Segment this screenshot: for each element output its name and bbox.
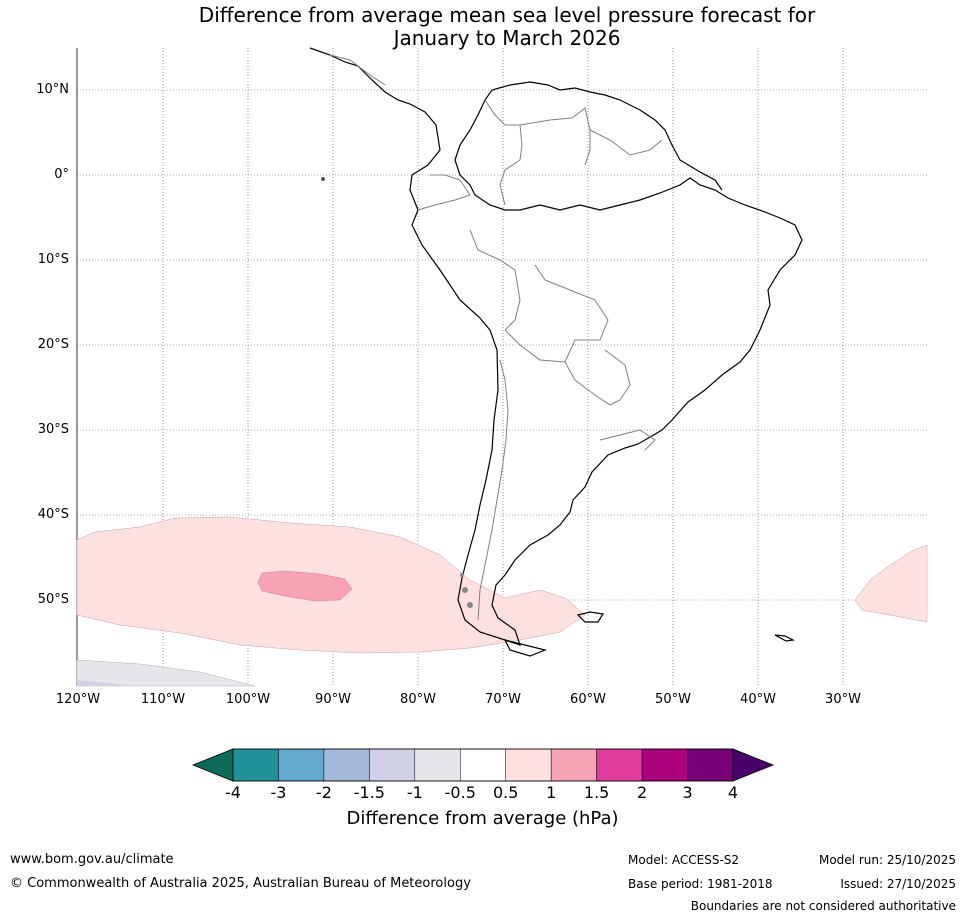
colorbar-bin (505, 748, 552, 782)
anomaly-region-pink-east (854, 544, 928, 623)
colorbar-bin (278, 748, 325, 782)
falkland-islands (576, 611, 604, 623)
footer-copyright: © Commonwealth of Australia 2025, Austra… (10, 876, 471, 891)
border-central-america (329, 54, 386, 86)
lat-label-30s: 30°S (37, 422, 69, 437)
border-chile-argentina (477, 359, 509, 621)
colorbar-bin (369, 748, 416, 782)
footer-disclaimer: Boundaries are not considered authoritat… (690, 899, 956, 913)
title-line-1: Difference from average mean sea level p… (198, 3, 816, 27)
lon-label-120w: 120°W (55, 692, 101, 707)
lat-label-10s: 10°S (37, 252, 69, 267)
colorbar-tick-label: -1 (406, 783, 423, 802)
border-colombia-venezuela (484, 99, 523, 206)
colorbar-tick-label: 0.5 (492, 783, 519, 802)
title-line-2: January to March 2026 (393, 26, 621, 50)
border-bolivia (504, 264, 609, 363)
gridlines (77, 48, 927, 686)
lat-label-0: 0° (54, 167, 69, 182)
colorbar-tick-label: -3 (270, 783, 287, 802)
lon-label-80w: 80°W (400, 692, 436, 707)
colorbar-tick-label: 4 (727, 783, 739, 802)
islands (321, 177, 473, 608)
lon-label-110w: 110°W (140, 692, 186, 707)
coastlines (309, 47, 803, 657)
colorbar-label: Difference from average (hPa) (346, 808, 619, 829)
south-georgia (774, 634, 795, 642)
lat-label-50s: 50°S (37, 592, 69, 607)
footer-model: Model: ACCESS-S2 (628, 853, 740, 867)
footer-model-run: Model run: 25/10/2025 (818, 853, 956, 867)
border-paraguay (564, 349, 631, 406)
lon-label-90w: 90°W (315, 692, 351, 707)
colorbar-bin (460, 748, 506, 782)
lon-label-70w: 70°W (485, 692, 521, 707)
lon-label-50w: 50°W (655, 692, 691, 707)
tierra-del-fuego-coast (503, 639, 547, 657)
south-america-coastline (309, 47, 803, 646)
lon-label-40w: 40°W (740, 692, 776, 707)
country-borders (329, 54, 663, 621)
border-venezuela-brazil (519, 107, 591, 166)
colorbar-bin (641, 748, 688, 782)
anomaly-fills (76, 516, 928, 687)
colorbar-extend-min (191, 748, 234, 782)
colorbar-bin (323, 748, 370, 782)
chart-title: Difference from average mean sea level p… (0, 4, 965, 50)
galapagos-islands (321, 177, 325, 181)
colorbar-bin (550, 748, 597, 782)
colorbar-bin (687, 748, 734, 782)
colorbar-outline (232, 748, 734, 782)
border-guianas (589, 129, 663, 156)
anomaly-region-pink-mid (257, 570, 353, 602)
colorbar-tick-label: -0.5 (444, 783, 476, 802)
footer-website[interactable]: www.bom.gov.au/climate (10, 852, 174, 867)
border-ecuador (417, 174, 471, 211)
footer-issued: Issued: 27/10/2025 (840, 877, 956, 891)
anomaly-region-grey-low (76, 659, 256, 687)
fjord-speck-1 (467, 602, 473, 608)
lon-label-30w: 30°W (825, 692, 861, 707)
chiloe-fjords (462, 587, 468, 593)
fjord-speck-2 (460, 573, 464, 577)
colorbar-tick-label: -2 (315, 783, 332, 802)
lat-label-10n: 10°N (36, 82, 69, 97)
colorbar-tick-label: 3 (682, 783, 693, 802)
colorbar-bin (232, 748, 279, 782)
anomaly-region-blue-low (77, 680, 130, 686)
colorbar-tick-label: 1.5 (583, 783, 610, 802)
colorbar-bin (414, 748, 461, 782)
colorbar-extend-max (732, 748, 775, 782)
lat-label-40s: 40°S (37, 507, 69, 522)
lat-label-20s: 20°S (37, 337, 69, 352)
border-peru-brazil (469, 229, 521, 331)
colorbar-bin (596, 748, 643, 782)
footer-base-period: Base period: 1981-2018 (628, 877, 773, 891)
colorbar (191, 748, 775, 782)
border-uruguay (599, 429, 656, 451)
colorbar-tick-label: 1 (546, 783, 557, 802)
lon-label-60w: 60°W (570, 692, 606, 707)
colorbar-tick-label: -1.5 (353, 783, 385, 802)
lon-label-100w: 100°W (225, 692, 271, 707)
colorbar-tick-label: -4 (225, 783, 241, 802)
colorbar-tick-label: 2 (636, 783, 648, 802)
